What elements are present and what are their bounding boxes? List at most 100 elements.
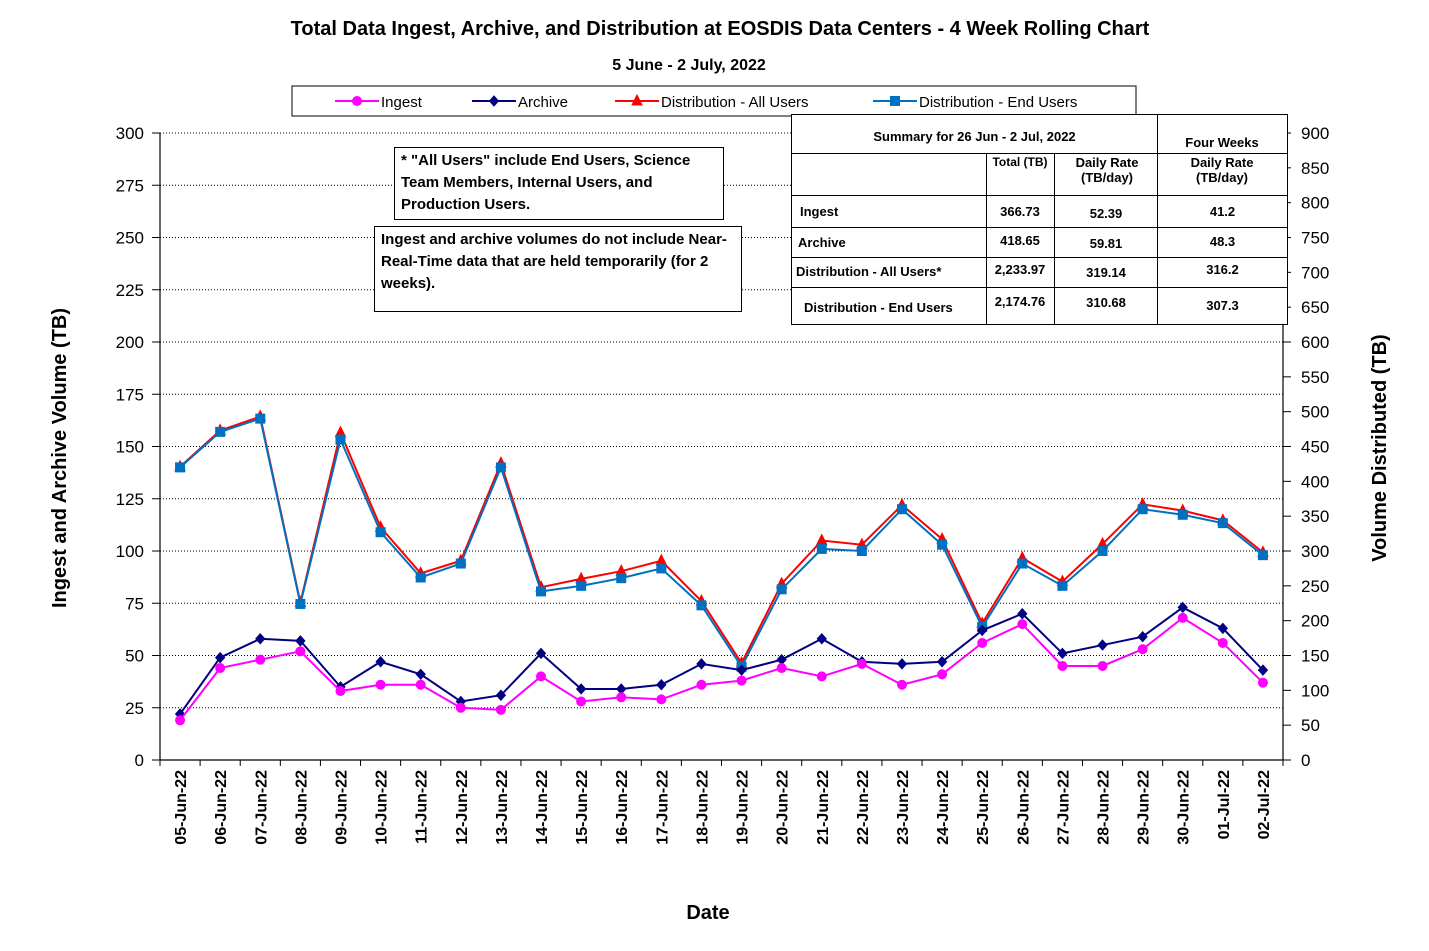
data-point-distribution-end-users [896, 504, 907, 515]
x-tick-label: 27-Jun-22 [1055, 770, 1072, 845]
data-point-ingest [616, 692, 627, 703]
y-left-tick-label: 300 [116, 124, 144, 143]
data-point-ingest [816, 671, 827, 682]
data-point-distribution-end-users [696, 600, 707, 611]
data-point-archive [415, 668, 426, 681]
data-point-distribution-end-users [616, 573, 627, 584]
legend-marker-distribution-all-users [631, 93, 643, 106]
x-tick-label: 06-Jun-22 [213, 770, 230, 845]
legend-marker-distribution-end-users [890, 96, 900, 106]
x-tick-label: 29-Jun-22 [1136, 770, 1153, 845]
data-point-ingest [175, 715, 186, 726]
data-point-distribution-end-users [776, 584, 787, 595]
x-tick-label: 10-Jun-22 [374, 770, 391, 845]
legend-label-ingest: Ingest [381, 94, 423, 111]
series-line-distribution-all-users [179, 415, 1264, 666]
data-point-archive [1017, 607, 1028, 620]
x-tick-label: 20-Jun-22 [775, 770, 792, 845]
data-point-distribution-end-users [937, 539, 948, 550]
row-dist-end-daily: 310.68 [1086, 295, 1126, 310]
x-tick-label: 12-Jun-22 [454, 770, 471, 845]
y-left-tick-label: 0 [135, 751, 144, 770]
data-point-ingest [576, 696, 587, 707]
y-right-tick-label: 50 [1301, 716, 1320, 735]
row-ingest-daily: 52.39 [1089, 206, 1123, 221]
data-point-distribution-end-users [215, 426, 226, 437]
data-point-ingest [215, 663, 226, 674]
x-tick-label: 17-Jun-22 [654, 770, 671, 845]
x-tick-label: 22-Jun-22 [855, 770, 872, 845]
data-point-distribution-end-users [1057, 580, 1068, 591]
data-point-archive [656, 679, 667, 691]
data-point-distribution-end-users [1177, 509, 1188, 520]
data-point-archive [816, 633, 827, 645]
row-ingest-total: 366.73 [1000, 204, 1040, 219]
data-point-distribution-end-users [1217, 518, 1228, 529]
x-tick-label: 14-Jun-22 [534, 770, 551, 845]
row-dist-all-label: Distribution - All Users* [796, 264, 942, 279]
legend-marker-ingest [352, 96, 362, 106]
x-tick-label: 25-Jun-22 [975, 770, 992, 845]
y-right-tick-label: 450 [1301, 438, 1329, 457]
data-point-archive [1257, 664, 1269, 676]
row-dist-all-daily: 319.14 [1086, 265, 1126, 280]
y-right-tick-label: 150 [1301, 647, 1329, 666]
data-point-ingest [1057, 660, 1068, 671]
y-left-tick-label: 150 [116, 438, 144, 457]
x-tick-label: 28-Jun-22 [1096, 770, 1113, 845]
data-point-ingest [335, 686, 346, 697]
y-right-tick-label: 850 [1301, 159, 1329, 178]
data-point-ingest [776, 663, 787, 674]
y-right-tick-label: 550 [1301, 368, 1329, 387]
data-point-archive [1137, 630, 1148, 643]
x-tick-label: 24-Jun-22 [935, 770, 952, 845]
data-point-ingest [856, 658, 867, 669]
col-fw-daily-header: Daily Rate (TB/day) [1190, 155, 1254, 185]
data-point-archive [1097, 639, 1108, 651]
summary-table: Summary for 26 Jun - 2 Jul, 2022 Four We… [791, 114, 1288, 325]
row-ingest-label: Ingest [800, 204, 839, 219]
data-point-ingest [1257, 677, 1268, 688]
data-point-archive [736, 664, 747, 676]
data-point-ingest [1217, 637, 1228, 648]
y-left-tick-label: 200 [116, 333, 144, 352]
data-point-distribution-end-users [1097, 546, 1108, 556]
data-point-archive [1177, 601, 1188, 614]
y-right-tick-label: 700 [1301, 263, 1329, 282]
data-point-archive [575, 683, 587, 695]
all-users-note: * "All Users" include End Users, Science… [394, 147, 724, 220]
data-point-ingest [937, 669, 948, 680]
data-point-ingest [375, 679, 386, 690]
data-point-distribution-end-users [656, 563, 667, 574]
x-tick-label: 15-Jun-22 [574, 770, 591, 845]
summary-four-weeks: Four Weeks [1185, 135, 1259, 150]
data-point-ingest [1017, 619, 1028, 630]
data-point-distribution-end-users [1257, 550, 1268, 561]
nrt-note: Ingest and archive volumes do not includ… [374, 226, 742, 312]
y-right-tick-label: 800 [1301, 194, 1329, 213]
x-tick-label: 08-Jun-22 [293, 770, 310, 845]
y-left-tick-label: 25 [125, 699, 144, 718]
y-right-tick-label: 0 [1301, 751, 1310, 770]
data-point-distribution-end-users [175, 462, 186, 473]
series-layer [174, 409, 1269, 726]
data-point-distribution-all-users [655, 553, 668, 566]
row-archive-label: Archive [798, 235, 846, 250]
row-dist-all-fw: 316.2 [1206, 262, 1239, 277]
y-left-tick-label: 175 [116, 385, 144, 404]
x-tick-label: 02-Jul-22 [1256, 770, 1273, 839]
x-axis-label: Date [686, 902, 729, 924]
legend-label-distribution-all-users: Distribution - All Users [661, 94, 809, 111]
data-point-archive [1217, 622, 1229, 635]
row-ingest-fw: 41.2 [1209, 204, 1236, 219]
x-tick-label: 23-Jun-22 [895, 770, 912, 845]
y-left-tick-label: 225 [116, 281, 144, 300]
data-point-distribution-end-users [295, 598, 306, 609]
data-point-ingest [1137, 644, 1148, 655]
legend-marker-archive [488, 95, 500, 107]
data-point-distribution-end-users [415, 572, 426, 583]
data-point-archive [375, 656, 386, 668]
data-point-distribution-end-users [536, 586, 547, 597]
x-tick-label: 09-Jun-22 [333, 770, 350, 845]
data-point-archive [495, 689, 507, 701]
